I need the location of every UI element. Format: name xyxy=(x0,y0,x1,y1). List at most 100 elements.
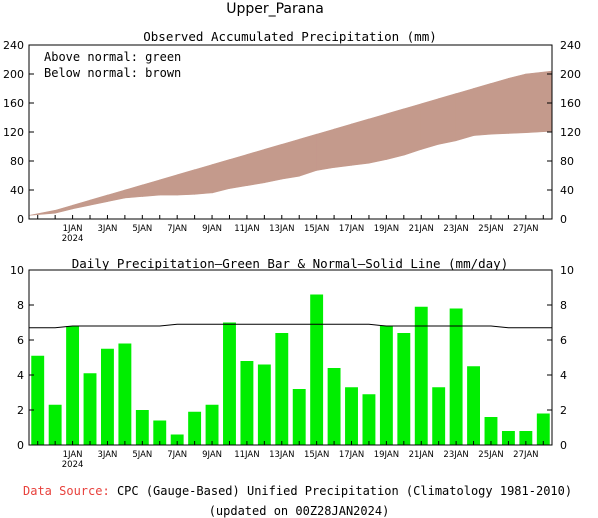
daily-bar xyxy=(135,410,149,445)
p1-ytick-label-right: 0 xyxy=(560,439,567,452)
p1-ytick-label-right: 4 xyxy=(560,369,567,382)
accumulated-area-segment xyxy=(281,138,300,180)
accumulated-area-segment xyxy=(333,123,352,168)
accumulated-area-segment xyxy=(298,133,317,177)
daily-bar xyxy=(292,389,306,445)
accumulated-area-segment xyxy=(420,98,439,150)
daily-bar xyxy=(397,333,411,445)
p1-xtick-label: 15JAN xyxy=(304,450,329,460)
accumulated-area-segment xyxy=(368,113,387,164)
legend-note-below: Below normal: brown xyxy=(44,66,181,80)
normal-daily-line xyxy=(29,323,552,329)
normal-line-layer xyxy=(29,323,552,329)
accumulated-area-segment xyxy=(438,93,457,145)
p1-xtick-label: 5JAN xyxy=(132,450,152,460)
figure-title: Upper_Parana xyxy=(226,1,324,17)
daily-bar xyxy=(153,420,167,445)
legend-note-above: Above normal: green xyxy=(44,50,181,64)
daily-bar xyxy=(257,364,271,445)
daily-axes: 0 0 2 2 4 4 6 6 8 8 10 10 1JAN 3JAN 5JAN 7JAN 9JAN 11JAN 1… xyxy=(10,264,574,470)
p0-xtick-label: 15JAN xyxy=(304,224,329,234)
p1-ytick-label-left: 8 xyxy=(17,299,24,312)
accumulated-area-segment xyxy=(246,149,265,187)
accumulated-area-segment xyxy=(54,204,73,214)
p0-xtick-label: 3JAN xyxy=(97,224,117,234)
p0-xtick-label: 13JAN xyxy=(269,224,294,234)
p1-xtick-label: 25JAN xyxy=(478,450,503,460)
p0-xtick-year: 2024 xyxy=(62,234,84,244)
accumulated-area-segment xyxy=(211,159,230,194)
daily-bar xyxy=(205,404,219,445)
p0-ytick-label-left: 160 xyxy=(3,97,24,110)
p0-ytick-label-right: 160 xyxy=(560,97,581,110)
daily-bar xyxy=(275,333,289,445)
p1-ytick-label-right: 2 xyxy=(560,404,567,417)
daily-bar xyxy=(240,361,254,445)
accumulated-area-segment xyxy=(159,174,178,196)
accumulated-area-segment xyxy=(176,169,195,196)
p1-ytick-label-left: 6 xyxy=(17,334,24,347)
accumulated-area-segment xyxy=(525,70,553,134)
p0-xtick-label: 17JAN xyxy=(339,224,364,234)
daily-bar xyxy=(449,308,463,445)
accumulated-area-segment xyxy=(386,108,405,160)
p1-xtick-label: 21JAN xyxy=(409,450,434,460)
footer-source-line: Data Source: CPC (Gauge-Based) Unified P… xyxy=(23,484,572,498)
p0-ytick-label-left: 40 xyxy=(10,184,24,197)
p0-ytick-label-right: 80 xyxy=(560,155,574,168)
accumulated-area-segment xyxy=(508,73,527,134)
daily-bar xyxy=(501,431,515,445)
daily-bar xyxy=(484,417,498,445)
daily-bar xyxy=(118,343,132,445)
daily-bar xyxy=(83,373,97,445)
p1-ytick-label-left: 0 xyxy=(17,439,24,452)
daily-bar xyxy=(223,322,236,445)
p1-xtick-label: 23JAN xyxy=(443,450,468,460)
daily-bar xyxy=(31,355,45,445)
p0-ytick-label-right: 0 xyxy=(560,213,567,226)
daily-bar xyxy=(100,348,114,445)
accumulated-area-segment xyxy=(229,154,248,189)
accumulated-chart-title: Observed Accumulated Precipitation (mm) xyxy=(143,29,437,44)
p1-ytick-label-right: 6 xyxy=(560,334,567,347)
daily-bar xyxy=(170,434,184,445)
p1-xtick-label: 17JAN xyxy=(339,450,364,460)
accumulated-area-segment xyxy=(403,103,422,156)
p0-xtick-label: 19JAN xyxy=(374,224,399,234)
p1-xtick-label: 19JAN xyxy=(374,450,399,460)
accumulated-area-segment xyxy=(107,189,126,202)
p0-xtick-label: 1JAN xyxy=(63,224,83,234)
p1-ytick-label-right: 8 xyxy=(560,299,567,312)
p1-xtick-label: 1JAN xyxy=(63,450,83,460)
daily-bar xyxy=(467,366,481,445)
accumulated-area-segment xyxy=(28,209,56,216)
p0-xtick-label: 21JAN xyxy=(409,224,434,234)
daily-bar xyxy=(188,411,202,445)
daily-bar xyxy=(379,326,393,445)
p0-ytick-label-left: 120 xyxy=(3,126,24,139)
accumulated-area-segment xyxy=(455,88,474,142)
daily-precip-panel: Daily Precipitation—Green Bar & Normal—S… xyxy=(10,256,574,470)
daily-chart-title: Daily Precipitation—Green Bar & Normal—S… xyxy=(72,256,509,271)
daily-bar xyxy=(432,387,446,445)
accumulated-area-segment xyxy=(142,179,161,197)
p0-xtick-label: 23JAN xyxy=(443,224,468,234)
accumulated-area-segment xyxy=(89,194,108,206)
daily-bar xyxy=(414,306,428,445)
p1-ytick-label-left: 10 xyxy=(10,264,24,277)
accumulated-area-layer xyxy=(28,70,553,216)
p1-xtick-label: 11JAN xyxy=(234,450,259,460)
p1-xtick-label: 9JAN xyxy=(202,450,222,460)
p1-plot-frame xyxy=(28,269,553,446)
p1-ytick-label-left: 4 xyxy=(17,369,24,382)
p0-xtick-label: 11JAN xyxy=(234,224,259,234)
data-source-label: Data Source: xyxy=(23,484,110,498)
updated-text: (updated on 00Z28JAN2024) xyxy=(209,504,390,518)
p0-xtick-label: 7JAN xyxy=(167,224,187,234)
accumulated-area-segment xyxy=(473,83,492,136)
p0-xtick-label: 5JAN xyxy=(132,224,152,234)
daily-bar xyxy=(66,326,80,445)
p1-xtick-year: 2024 xyxy=(62,460,84,470)
p0-ytick-label-left: 240 xyxy=(3,39,24,52)
